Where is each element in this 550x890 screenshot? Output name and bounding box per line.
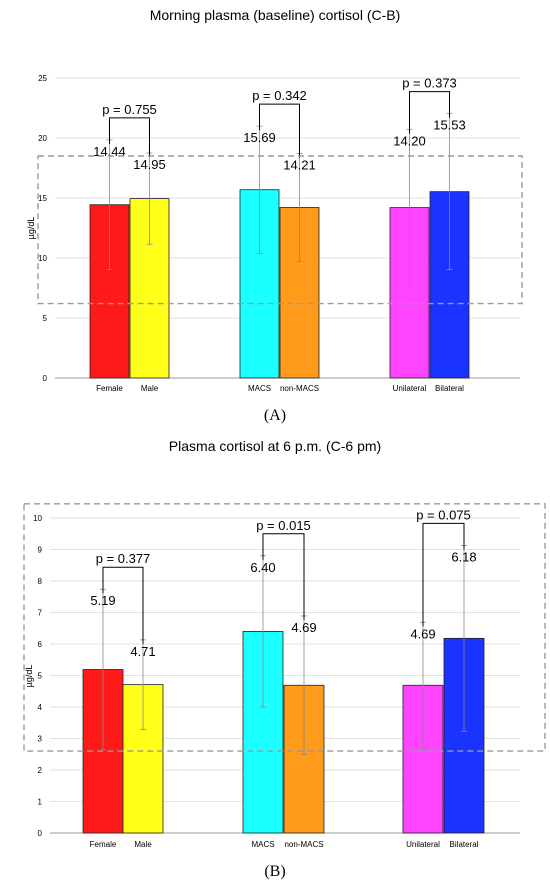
y-tick-label: 8	[38, 577, 43, 586]
y-tick-label: 3	[38, 735, 43, 744]
significance-bracket	[262, 533, 305, 620]
x-tick-label: Unilateral	[393, 384, 427, 393]
data-label: 14.20	[393, 134, 426, 149]
y-tick-label: 5	[38, 672, 43, 681]
y-tick-label: 9	[38, 546, 43, 555]
y-tick-label: 1	[38, 798, 43, 807]
data-label: 4.71	[130, 644, 155, 659]
data-label: 4.69	[291, 620, 316, 635]
y-tick-label: 7	[38, 609, 43, 618]
data-label: 5.19	[90, 593, 115, 608]
y-axis-label-a: µg/dL	[26, 217, 36, 240]
dashed-highlight-box	[23, 503, 546, 752]
y-tick-label: 10	[33, 514, 42, 523]
y-tick-label: 10	[38, 254, 47, 263]
data-label: 4.69	[410, 626, 435, 641]
x-tick-label: MACS	[248, 384, 271, 393]
y-tick-label: 0	[38, 829, 43, 838]
x-tick-label: Bilateral	[435, 384, 464, 393]
data-label: 14.21	[283, 157, 316, 172]
x-tick-label: non-MACS	[280, 384, 319, 393]
y-tick-label: 2	[38, 766, 43, 775]
panel-label-a: (A)	[264, 407, 286, 424]
chart-title-b: Plasma cortisol at 6 p.m. (C-6 pm)	[169, 438, 381, 454]
p-value-label: p = 0.075	[416, 507, 471, 522]
x-tick-label: Bilateral	[450, 840, 479, 849]
significance-bracket	[409, 91, 450, 134]
x-tick-label: non-MACS	[284, 840, 323, 849]
x-tick-label: Female	[96, 384, 123, 393]
data-label: 15.53	[433, 118, 466, 133]
data-label: 6.18	[451, 549, 476, 564]
p-value-label: p = 0.342	[252, 88, 307, 103]
y-tick-label: 15	[38, 194, 47, 203]
x-tick-label: MACS	[251, 840, 274, 849]
dashed-highlight-box	[37, 155, 523, 305]
y-tick-label: 4	[38, 703, 43, 712]
y-tick-label: 25	[38, 74, 47, 83]
x-tick-label: Male	[134, 840, 152, 849]
significance-bracket	[422, 522, 465, 627]
data-label: 15.69	[243, 130, 276, 145]
x-tick-label: Male	[141, 384, 159, 393]
panel-label-b: (B)	[264, 863, 285, 880]
x-tick-label: Unilateral	[406, 840, 440, 849]
y-tick-label: 20	[38, 134, 47, 143]
data-label: 14.44	[93, 144, 126, 159]
chart-panel-a: Morning plasma (baseline) cortisol (C-B)…	[26, 7, 523, 424]
significance-bracket	[109, 117, 150, 157]
significance-bracket	[102, 566, 144, 644]
data-label: 6.40	[250, 560, 275, 575]
p-value-label: p = 0.755	[102, 102, 157, 117]
y-axis-label-b: µg/dL	[24, 665, 34, 688]
y-tick-label: 6	[38, 640, 43, 649]
x-tick-label: Female	[90, 840, 117, 849]
p-value-label: p = 0.377	[96, 551, 151, 566]
chart-panel-b: Plasma cortisol at 6 p.m. (C-6 pm) µg/dL…	[23, 438, 546, 880]
y-tick-label: 0	[43, 374, 48, 383]
y-tick-label: 5	[43, 314, 48, 323]
chart-title-a: Morning plasma (baseline) cortisol (C-B)	[150, 7, 401, 23]
data-label: 14.95	[133, 157, 166, 172]
significance-bracket	[259, 103, 300, 158]
p-value-label: p = 0.015	[256, 518, 311, 533]
p-value-label: p = 0.373	[402, 76, 457, 91]
